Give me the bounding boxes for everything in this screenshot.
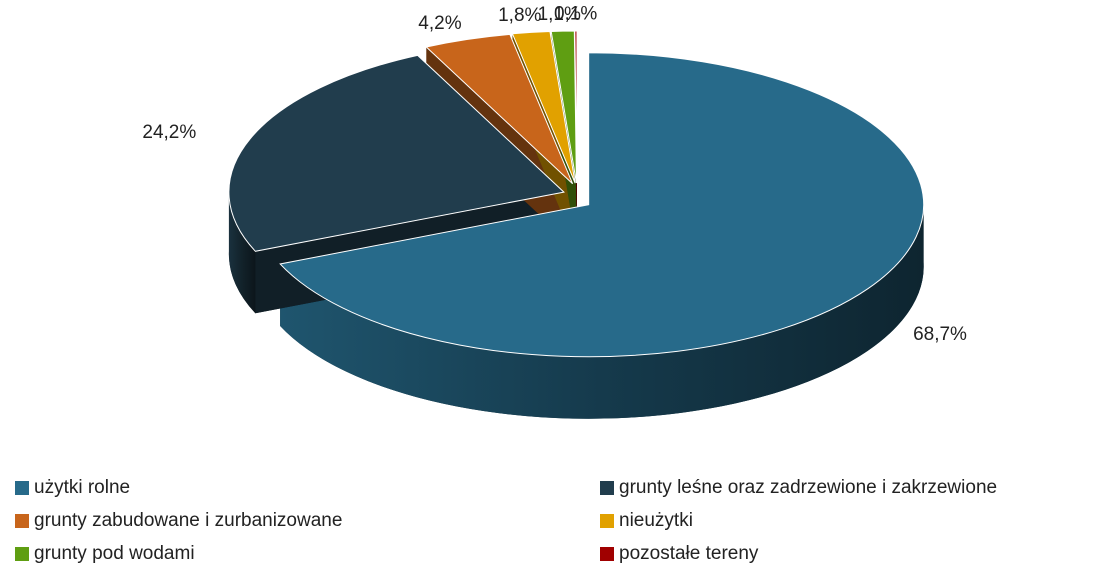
pie-slice	[511, 31, 576, 184]
legend-swatch	[15, 514, 29, 528]
pie-slice	[550, 30, 577, 184]
data-label: 1,8%	[498, 5, 541, 26]
pie-slice	[574, 30, 578, 184]
data-label: 68,7%	[913, 324, 967, 345]
pie-slice	[228, 54, 565, 252]
slice-wall	[280, 204, 924, 419]
legend-label: nieużytki	[619, 510, 693, 531]
legend-label: pozostałe tereny	[619, 543, 759, 564]
legend-label: grunty pod wodami	[34, 543, 195, 564]
legend-swatch	[15, 481, 29, 495]
legend-swatch	[600, 547, 614, 561]
data-label: 4,2%	[418, 13, 461, 34]
legend-label: grunty leśne oraz zadrzewione i zakrzewi…	[619, 477, 997, 498]
legend-swatch	[15, 547, 29, 561]
data-label: 1,1%	[538, 4, 581, 25]
legend-swatch	[600, 481, 614, 495]
pie-slice	[425, 33, 574, 185]
legend-swatch	[600, 514, 614, 528]
legend-label: grunty zabudowane i zurbanizowane	[34, 510, 342, 531]
data-label: 0,1%	[554, 4, 597, 25]
pie-slice	[279, 52, 925, 358]
data-label: 24,2%	[142, 122, 196, 143]
legend-label: użytki rolne	[34, 477, 130, 498]
